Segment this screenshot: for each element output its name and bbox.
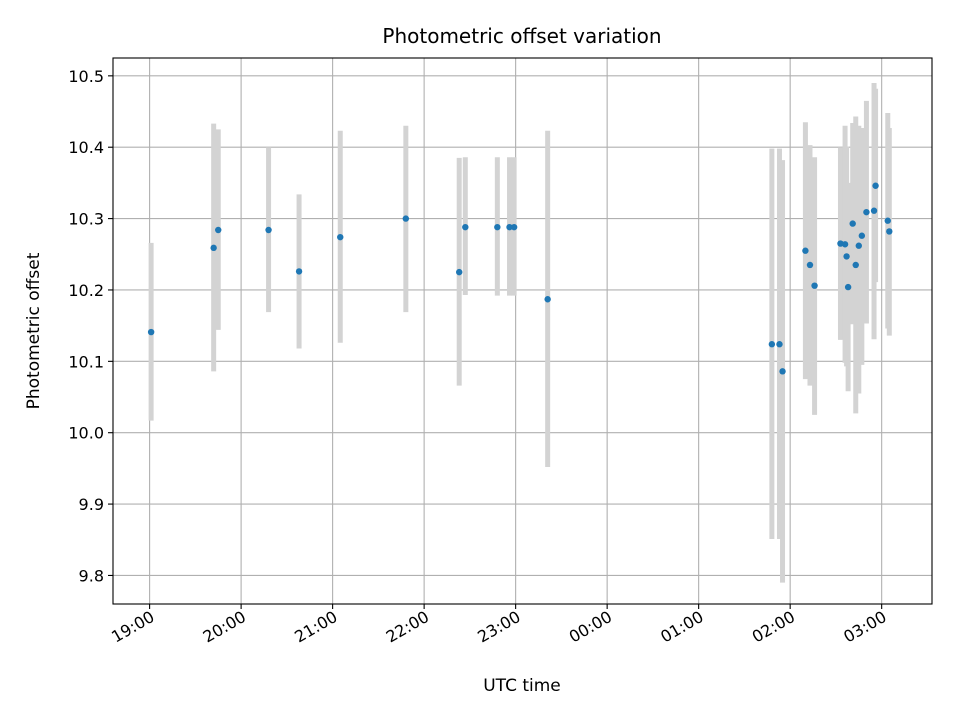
data-point bbox=[811, 282, 818, 289]
y-tick-label: 10.3 bbox=[68, 210, 104, 229]
data-point bbox=[855, 242, 862, 249]
y-axis-ticks: 9.8 9.9 10.0 10.1 10.2 10.3 10.4 10.5 bbox=[68, 67, 113, 585]
data-point bbox=[802, 247, 809, 254]
y-tick-label: 10.2 bbox=[68, 281, 104, 300]
data-point bbox=[295, 268, 303, 275]
data-point bbox=[402, 215, 410, 222]
y-tick-label: 9.8 bbox=[79, 566, 104, 585]
y-tick-label: 9.9 bbox=[79, 495, 104, 514]
data-point bbox=[852, 261, 859, 269]
data-point bbox=[462, 223, 469, 231]
data-points bbox=[147, 182, 893, 375]
data-point bbox=[870, 207, 878, 214]
data-point bbox=[544, 296, 551, 303]
data-point bbox=[147, 328, 155, 336]
plot-frame bbox=[112, 57, 933, 605]
data-point bbox=[776, 341, 783, 348]
data-point bbox=[210, 244, 217, 252]
x-axis-label: UTC time bbox=[483, 676, 561, 696]
data-point bbox=[884, 217, 891, 224]
data-point bbox=[841, 241, 849, 248]
data-point bbox=[768, 341, 776, 348]
y-axis-label: Photometric offset bbox=[24, 252, 44, 409]
grid bbox=[113, 58, 932, 604]
data-point bbox=[506, 223, 513, 231]
y-tick-label: 10.4 bbox=[68, 138, 104, 157]
data-point bbox=[863, 208, 870, 216]
y-tick-label: 10.5 bbox=[68, 67, 104, 86]
data-point bbox=[843, 253, 850, 260]
data-point bbox=[872, 182, 879, 189]
data-point bbox=[858, 232, 866, 239]
data-point bbox=[456, 268, 463, 276]
data-point bbox=[886, 228, 893, 235]
data-point bbox=[494, 223, 501, 231]
data-point bbox=[779, 368, 786, 375]
data-point bbox=[849, 220, 856, 227]
data-point bbox=[215, 226, 222, 234]
chart-title: Photometric offset variation bbox=[382, 24, 661, 48]
y-tick-label: 10.1 bbox=[68, 352, 104, 371]
data-point bbox=[806, 261, 814, 269]
y-tick-label: 10.0 bbox=[68, 424, 104, 443]
data-point bbox=[510, 223, 518, 231]
data-point bbox=[337, 233, 344, 241]
data-point bbox=[844, 283, 852, 291]
data-point bbox=[265, 226, 272, 234]
